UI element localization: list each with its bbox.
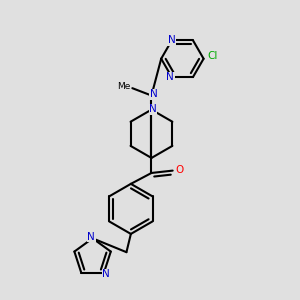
Text: Me: Me <box>117 82 131 91</box>
Text: N: N <box>149 104 157 114</box>
Text: N: N <box>168 35 176 45</box>
Text: N: N <box>102 269 110 279</box>
Text: Cl: Cl <box>208 51 218 61</box>
Text: N: N <box>167 72 174 82</box>
Text: N: N <box>150 89 158 99</box>
Text: O: O <box>175 165 183 175</box>
Text: N: N <box>87 232 95 242</box>
